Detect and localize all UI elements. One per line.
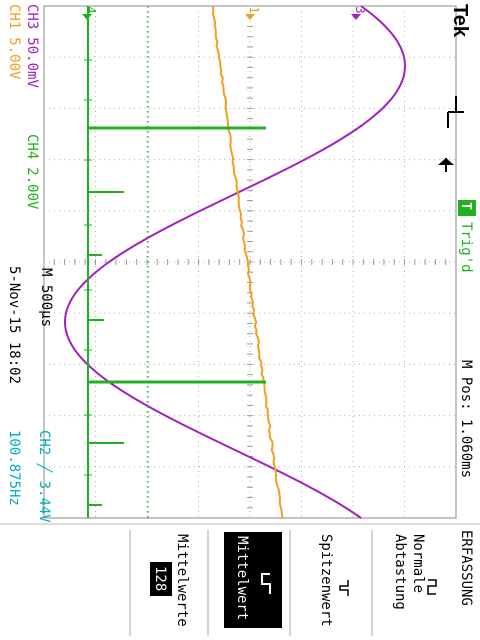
menu-item-mittelwert[interactable]: Mittelwert: [224, 532, 282, 628]
svg-text:Trig'd: Trig'd: [458, 222, 474, 273]
timebase-readout: M 500µs: [38, 268, 54, 327]
svg-text:Mittelwert: Mittelwert: [234, 536, 250, 620]
svg-text:Abtastung: Abtastung: [392, 534, 408, 610]
menu-title: ERFASSUNG: [458, 530, 474, 606]
trigger-frequency-readout: 100.875Hz: [6, 430, 22, 506]
average-count-control[interactable]: Mittelwerte 128: [150, 534, 190, 627]
svg-text:3: 3: [353, 6, 367, 13]
svg-text:4: 4: [84, 6, 98, 13]
svg-text:Spitzenwert: Spitzenwert: [318, 534, 334, 627]
sample-mode-icon: [428, 580, 436, 594]
peak-mode-icon: [340, 580, 348, 596]
ch1-label: CH15.00V: [6, 4, 22, 80]
menu-item-normale-abtastung[interactable]: Normale Abtastung: [392, 534, 436, 610]
svg-text:Normale: Normale: [410, 534, 426, 593]
ch4-label: CH42.00V: [24, 134, 40, 210]
brand-logo: Tek: [449, 4, 471, 38]
ch3-label: CH350.0mV: [24, 4, 40, 88]
menu-item-spitzenwert[interactable]: Spitzenwert: [318, 534, 348, 627]
average-count-label: Mittelwerte: [174, 534, 190, 627]
trigger-state-badge: T Trig'd: [458, 200, 476, 273]
svg-text:T: T: [458, 202, 473, 210]
datetime-readout: 5-Nov-15 18:02: [6, 266, 22, 384]
svg-text:1: 1: [247, 6, 261, 13]
trigger-source-readout: CH2 ╱ 3.44V: [36, 430, 53, 523]
m-pos-readout: M Pos: 1.060ms: [458, 360, 474, 478]
average-count-value: 128: [152, 566, 168, 591]
